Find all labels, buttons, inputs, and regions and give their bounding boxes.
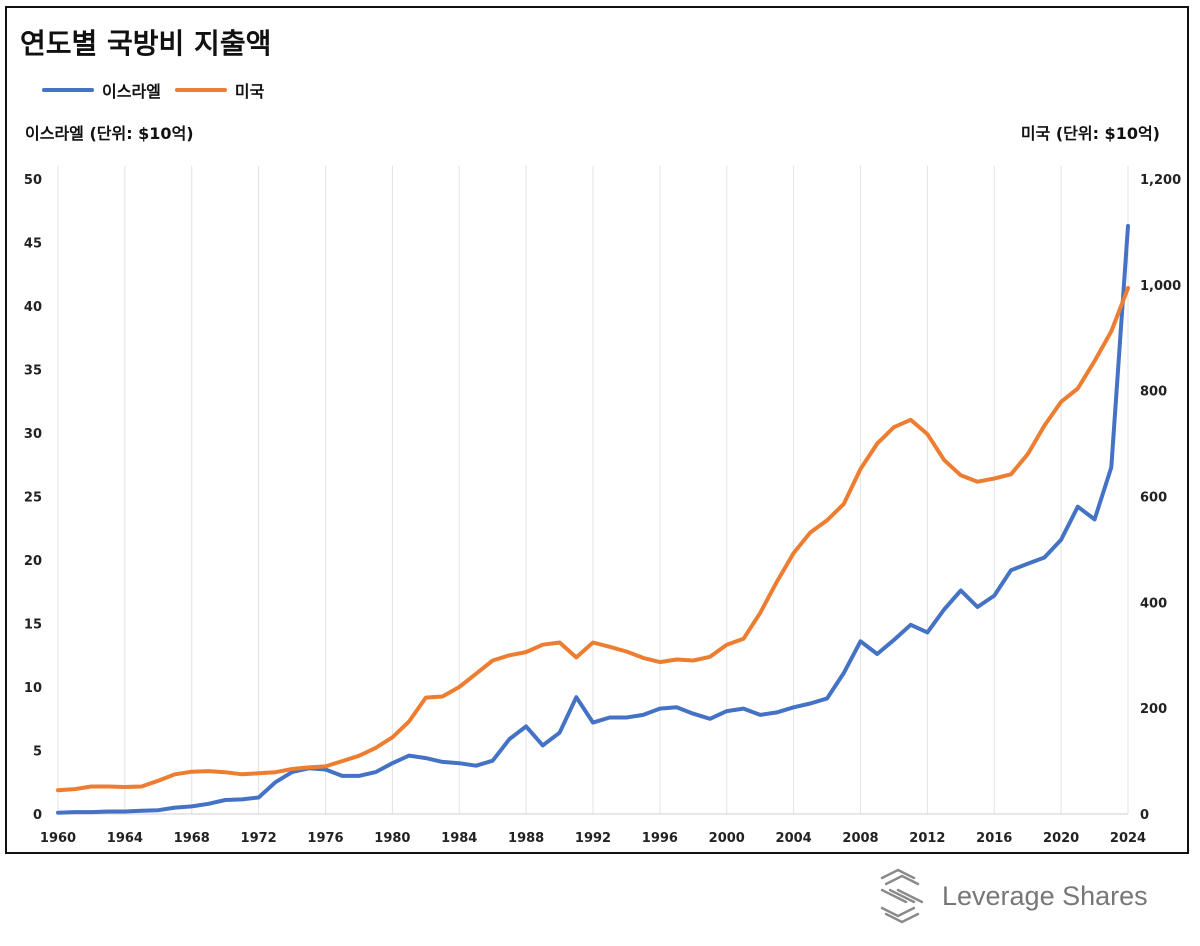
legend-item-israel: 이스라엘 (42, 78, 161, 102)
y-right-tick-1,000: 1,000 (1140, 279, 1181, 294)
y-left-tick-50: 50 (24, 173, 42, 188)
x-tick-1964: 1964 (107, 831, 143, 846)
y-left-tick-25: 25 (24, 491, 42, 506)
x-tick-1996: 1996 (642, 831, 678, 846)
series-line-us (56, 286, 1130, 793)
x-tick-2008: 2008 (842, 831, 878, 846)
leverage-shares-logo-icon (880, 868, 924, 924)
y-right-tick-0: 0 (1140, 808, 1149, 823)
x-tick-1984: 1984 (441, 831, 477, 846)
legend-item-us: 미국 (174, 78, 265, 102)
left-axis-title: 이스라엘 (단위: $10억) (25, 124, 194, 143)
logo-text: Leverage Shares (942, 880, 1148, 911)
series-line-israel (56, 224, 1130, 815)
x-tick-2004: 2004 (776, 831, 812, 846)
y-right-tick-1,200: 1,200 (1140, 173, 1181, 188)
y-left-tick-15: 15 (24, 618, 42, 633)
x-tick-2000: 2000 (709, 831, 745, 846)
x-tick-1980: 1980 (374, 831, 410, 846)
legend: 이스라엘 미국 (42, 78, 264, 102)
y-left-tick-20: 20 (24, 554, 42, 569)
logo: Leverage Shares (876, 868, 1148, 924)
y-left-tick-0: 0 (33, 808, 42, 823)
x-tick-1988: 1988 (508, 831, 544, 846)
chart-title: 연도별 국방비 지출액 (20, 27, 272, 60)
y-left-tick-40: 40 (24, 300, 42, 315)
y-right-tick-400: 400 (1140, 596, 1167, 611)
y-left-tick-35: 35 (24, 364, 42, 379)
legend-swatch-israel (42, 88, 94, 92)
x-tick-1968: 1968 (174, 831, 210, 846)
x-tick-1960: 1960 (40, 831, 76, 846)
x-tick-1992: 1992 (575, 831, 611, 846)
x-tick-2020: 2020 (1043, 831, 1079, 846)
y-left-tick-10: 10 (24, 681, 42, 696)
y-left-tick-5: 5 (33, 745, 42, 760)
x-tick-1976: 1976 (307, 831, 343, 846)
right-axis-title: 미국 (단위: $10억) (1020, 124, 1160, 143)
y-left-tick-30: 30 (24, 427, 42, 442)
legend-label-israel: 이스라엘 (102, 82, 161, 101)
y-right-tick-200: 200 (1140, 702, 1167, 717)
y-left-tick-45: 45 (24, 237, 42, 252)
legend-label-us: 미국 (234, 82, 265, 101)
x-tick-2024: 2024 (1110, 831, 1146, 846)
chart-frame (5, 6, 1189, 854)
y-right-tick-600: 600 (1140, 491, 1167, 506)
y-right-tick-800: 800 (1140, 385, 1167, 400)
x-tick-2012: 2012 (909, 831, 945, 846)
x-tick-2016: 2016 (976, 831, 1012, 846)
x-tick-1972: 1972 (241, 831, 277, 846)
legend-swatch-us (174, 88, 227, 92)
